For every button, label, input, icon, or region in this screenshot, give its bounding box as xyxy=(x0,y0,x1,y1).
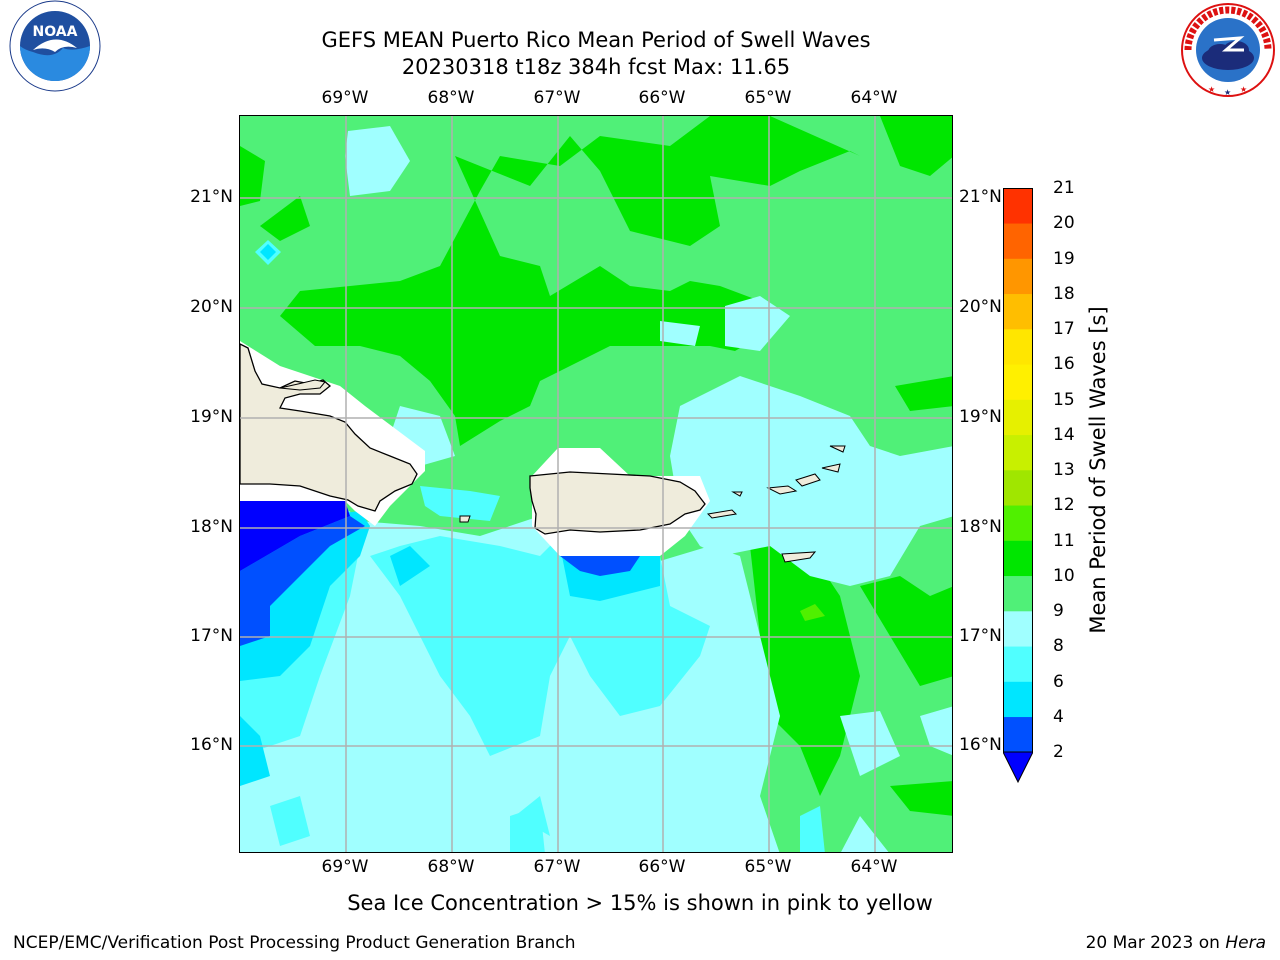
colorbar-tick-label: 17 xyxy=(1053,319,1075,339)
colorbar-band xyxy=(1003,505,1033,541)
colorbar-band xyxy=(1003,646,1033,682)
svg-text:★: ★ xyxy=(1224,88,1231,97)
lon-label-bottom: 66°W xyxy=(638,857,686,877)
lat-label-left: 17°N xyxy=(190,626,233,646)
lat-label-left: 19°N xyxy=(190,407,233,427)
colorbar-tick-label: 15 xyxy=(1053,389,1075,410)
st-croix-island xyxy=(781,551,817,563)
colorbar-tick-label: 18 xyxy=(1053,283,1075,304)
field-4-6s-spot xyxy=(260,244,276,260)
colorbar-tick-label: 20 xyxy=(1053,213,1075,234)
chart-title-line1: GEFS MEAN Puerto Rico Mean Period of Swe… xyxy=(321,28,871,52)
lat-label-left: 18°N xyxy=(190,517,233,537)
lat-label-left: 20°N xyxy=(190,297,233,317)
lon-label-top: 68°W xyxy=(427,88,475,108)
lat-label-right: 19°N xyxy=(959,407,1002,427)
footer-credit: NCEP/EMC/Verification Post Processing Pr… xyxy=(13,933,576,953)
colorbar-band xyxy=(1003,434,1033,471)
tortuga-island xyxy=(279,379,326,391)
colorbar-band xyxy=(1003,329,1033,365)
lat-label-left: 16°N xyxy=(190,735,233,755)
colorbar-band xyxy=(1003,399,1033,436)
lon-label-top: 64°W xyxy=(850,88,898,108)
colorbar-tick-label: 10 xyxy=(1053,565,1075,586)
lat-label-right: 17°N xyxy=(959,626,1002,646)
colorbar-under-triangle xyxy=(1003,751,1033,783)
colorbar-band xyxy=(1003,716,1033,753)
colorbar-band xyxy=(1003,470,1033,506)
colorbar-tick-label: 8 xyxy=(1053,636,1064,657)
hispaniola-land xyxy=(240,343,418,512)
lon-label-bottom: 69°W xyxy=(321,857,369,877)
colorbar-title: Mean Period of Swell Waves [s] xyxy=(1086,306,1110,634)
svg-text:★: ★ xyxy=(1240,85,1247,94)
footer-date-text: 20 Mar 2023 on xyxy=(1085,933,1226,953)
colorbar-band xyxy=(1003,293,1033,330)
lat-label-right: 20°N xyxy=(959,297,1002,317)
colorbar-band xyxy=(1003,681,1033,718)
colorbar-tick-label: 2 xyxy=(1053,742,1064,762)
noaa-logo-text: NOAA xyxy=(33,24,78,40)
lon-label-bottom: 68°W xyxy=(427,857,475,877)
lon-label-bottom: 65°W xyxy=(744,857,792,877)
colorbar-band xyxy=(1003,258,1033,295)
lat-label-right: 21°N xyxy=(959,187,1002,207)
lon-label-bottom: 67°W xyxy=(533,857,581,877)
puerto-rico-land xyxy=(529,471,706,535)
mona-island xyxy=(459,515,471,523)
colorbar-band xyxy=(1003,364,1033,400)
field-11-12s xyxy=(800,604,825,621)
field-under-2s xyxy=(240,501,350,571)
sea-ice-note: Sea Ice Concentration > 15% is shown in … xyxy=(347,891,933,915)
lon-label-top: 69°W xyxy=(321,88,369,108)
colorbar-tick-label: 6 xyxy=(1053,671,1064,692)
colorbar-tick-label: 13 xyxy=(1053,460,1075,480)
colorbar-tick-label: 12 xyxy=(1053,495,1075,516)
colorbar-band xyxy=(1003,540,1033,577)
colorbar-tick-label: 21 xyxy=(1053,178,1075,198)
colorbar-tick-label: 16 xyxy=(1053,354,1075,375)
colorbar-outline xyxy=(1003,188,1033,753)
culebra-island xyxy=(731,491,743,497)
colorbar-tick-label: 11 xyxy=(1053,530,1075,551)
lat-label-right: 18°N xyxy=(959,517,1002,537)
virgin-islands-1 xyxy=(766,485,798,495)
field-2-4s xyxy=(240,516,640,646)
footer-date: 20 Mar 2023 on Hera xyxy=(1086,933,1266,953)
colorbar-band xyxy=(1003,575,1033,612)
anegada-island xyxy=(829,445,846,453)
svg-text:★: ★ xyxy=(1208,85,1215,94)
lat-label-right: 16°N xyxy=(959,735,1002,755)
virgin-islands-3 xyxy=(821,463,841,473)
footer-host: Hera xyxy=(1225,933,1266,953)
colorbar-band xyxy=(1003,611,1033,647)
vieques-island xyxy=(706,509,738,519)
colorbar xyxy=(1003,188,1033,783)
nws-logo: ★ ★ ★ xyxy=(1181,3,1275,97)
colorbar-tick-label: 14 xyxy=(1053,424,1075,445)
lon-label-top: 67°W xyxy=(533,88,581,108)
chart-title-line2: 20230318 t18z 384h fcst Max: 11.65 xyxy=(401,55,791,79)
lon-label-top: 65°W xyxy=(744,88,792,108)
lon-label-top: 66°W xyxy=(638,88,686,108)
colorbar-tick-label: 9 xyxy=(1053,601,1064,621)
swell-period-map xyxy=(240,116,952,852)
map-grid xyxy=(240,116,952,852)
map-panel xyxy=(239,115,953,853)
noaa-logo: NOAA xyxy=(9,0,101,92)
virgin-islands-2 xyxy=(795,473,821,487)
lat-label-left: 21°N xyxy=(190,187,233,207)
colorbar-tick-label: 19 xyxy=(1053,248,1075,269)
colorbar-band xyxy=(1003,223,1033,259)
colorbar-band xyxy=(1003,188,1033,224)
colorbar-tick-label: 4 xyxy=(1053,706,1064,727)
lon-label-bottom: 64°W xyxy=(850,857,898,877)
